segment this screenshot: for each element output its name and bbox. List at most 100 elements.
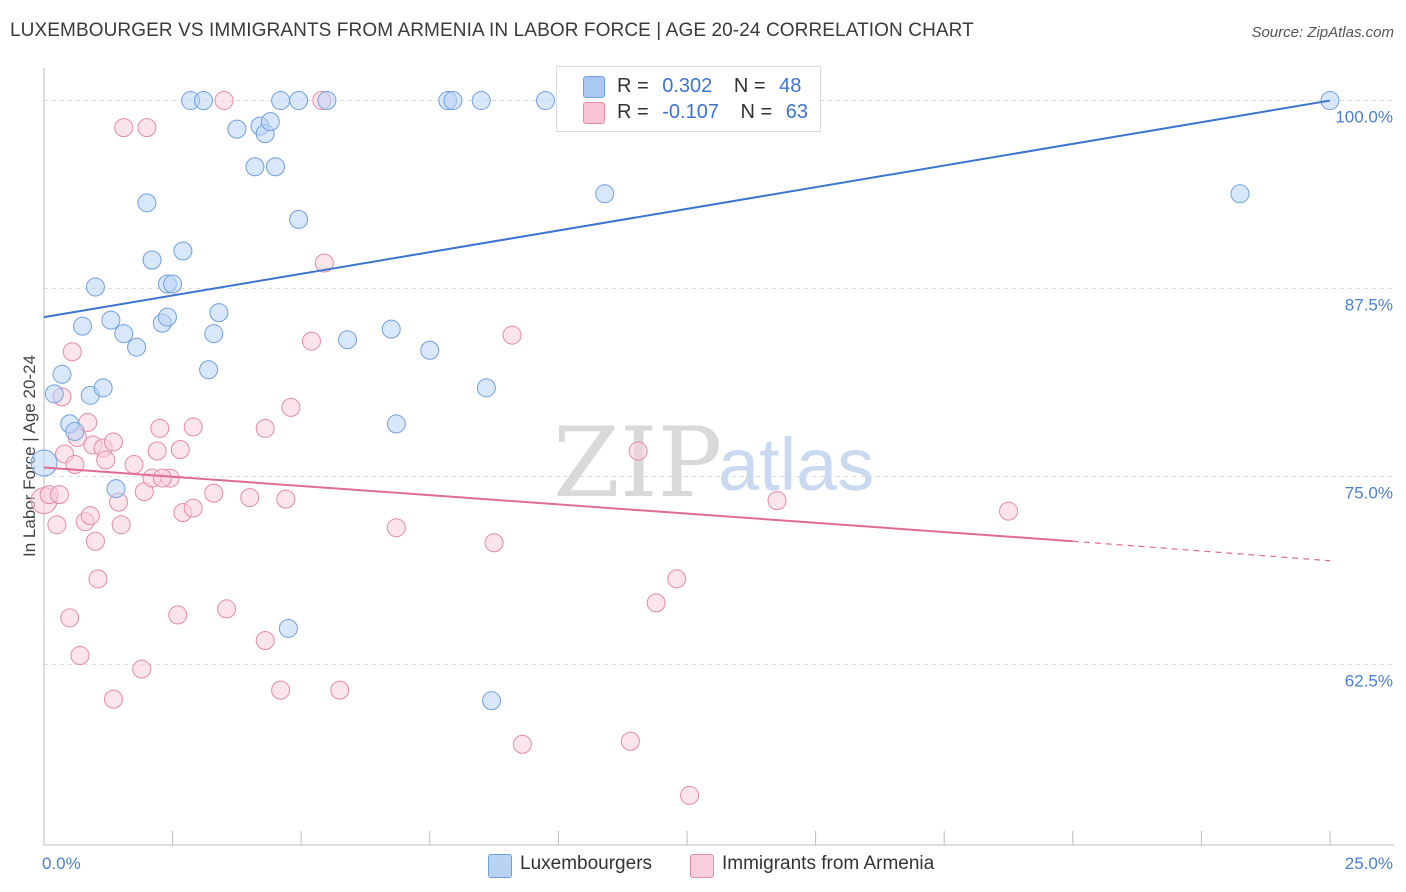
chart-title: LUXEMBOURGER VS IMMIGRANTS FROM ARMENIA …	[10, 20, 974, 41]
n-value: 63	[785, 101, 809, 123]
data-point	[111, 515, 131, 535]
trend-line	[43, 466, 1073, 543]
data-point	[204, 483, 224, 503]
data-point	[476, 378, 496, 398]
data-point	[386, 414, 406, 434]
data-point	[628, 441, 648, 461]
data-point	[173, 241, 193, 261]
data-point	[80, 506, 100, 526]
data-point	[150, 418, 170, 438]
series-luxembourgers	[30, 91, 1340, 711]
data-point	[114, 118, 134, 138]
data-point	[93, 378, 113, 398]
data-point	[101, 310, 121, 330]
data-point	[132, 659, 152, 679]
series-immigrants-from-armenia	[30, 91, 1018, 805]
data-point	[595, 184, 615, 204]
data-point	[289, 209, 309, 229]
data-point	[170, 439, 190, 459]
data-point	[314, 253, 334, 273]
data-point	[536, 91, 556, 111]
n-value: 48	[779, 75, 802, 97]
data-point	[265, 157, 285, 177]
data-point	[999, 501, 1018, 521]
data-point	[168, 605, 188, 625]
data-point	[680, 785, 700, 805]
legend-row-text: R = 0.302 N = 48	[617, 75, 801, 98]
data-point	[114, 324, 134, 344]
data-point	[217, 599, 237, 619]
watermark: ZIP atlas	[553, 407, 874, 519]
data-point	[255, 418, 275, 438]
data-point	[103, 689, 123, 709]
data-point	[620, 731, 640, 751]
data-point	[157, 307, 177, 327]
n-label: N =	[740, 101, 773, 123]
data-point	[88, 569, 108, 589]
data-point	[330, 680, 350, 700]
data-point	[124, 455, 144, 475]
data-point	[278, 618, 298, 638]
data-point	[317, 91, 337, 111]
r-label: R =	[617, 75, 649, 97]
legend-swatch-blue	[583, 76, 605, 98]
trendlines	[43, 99, 1331, 562]
data-point	[52, 364, 72, 384]
data-point	[512, 734, 532, 754]
y-tick-label: 100.0%	[1335, 108, 1393, 127]
data-point	[337, 330, 357, 350]
data-point	[420, 340, 440, 360]
trend-line	[43, 99, 1331, 319]
y-tick-label: 75.0%	[1345, 484, 1393, 503]
data-point	[96, 450, 116, 470]
series-legend: Luxembourgers Immigrants from Armenia	[0, 852, 1406, 878]
legend-swatch-pink	[690, 854, 714, 878]
data-point	[60, 608, 80, 628]
data-point	[443, 91, 463, 111]
r-label: R =	[617, 101, 649, 123]
data-point	[199, 360, 219, 380]
data-point	[103, 432, 123, 452]
data-point	[767, 491, 787, 511]
legend-row-text: R = -0.107 N = 63	[617, 101, 808, 124]
data-point	[137, 118, 157, 138]
legend-swatch-blue	[488, 854, 512, 878]
data-point	[646, 593, 666, 613]
data-point	[381, 319, 401, 339]
data-point	[482, 691, 502, 711]
data-point	[281, 397, 301, 417]
data-point	[276, 489, 296, 509]
data-point	[471, 91, 491, 111]
source-credit: Source: ZipAtlas.com	[1251, 24, 1394, 41]
correlation-legend: R = 0.302 N = 48 R = -0.107 N = 63	[556, 66, 821, 132]
data-point	[271, 680, 291, 700]
data-point	[152, 468, 172, 488]
data-point	[260, 112, 280, 132]
data-point	[667, 569, 687, 589]
data-point	[65, 421, 85, 441]
legend-label: Luxembourgers	[520, 853, 653, 874]
data-point	[142, 250, 162, 270]
data-point	[62, 342, 82, 362]
legend-label: Immigrants from Armenia	[722, 853, 935, 874]
data-point	[484, 533, 504, 553]
data-point	[49, 485, 69, 505]
data-point	[183, 417, 203, 437]
data-point	[73, 316, 93, 336]
grid-lines	[44, 100, 1394, 666]
data-point	[85, 531, 105, 551]
data-point	[289, 91, 309, 111]
y-tick-label: 62.5%	[1345, 672, 1393, 691]
data-point	[44, 384, 64, 404]
data-point	[214, 91, 234, 111]
y-tick-label: 87.5%	[1345, 296, 1393, 315]
trend-line-extension	[1072, 540, 1331, 562]
data-point	[245, 157, 265, 177]
data-point	[204, 324, 224, 344]
data-point	[271, 91, 291, 111]
data-point	[137, 193, 157, 213]
legend-swatch-pink	[583, 102, 605, 124]
data-point	[106, 479, 126, 499]
data-point	[301, 331, 321, 351]
